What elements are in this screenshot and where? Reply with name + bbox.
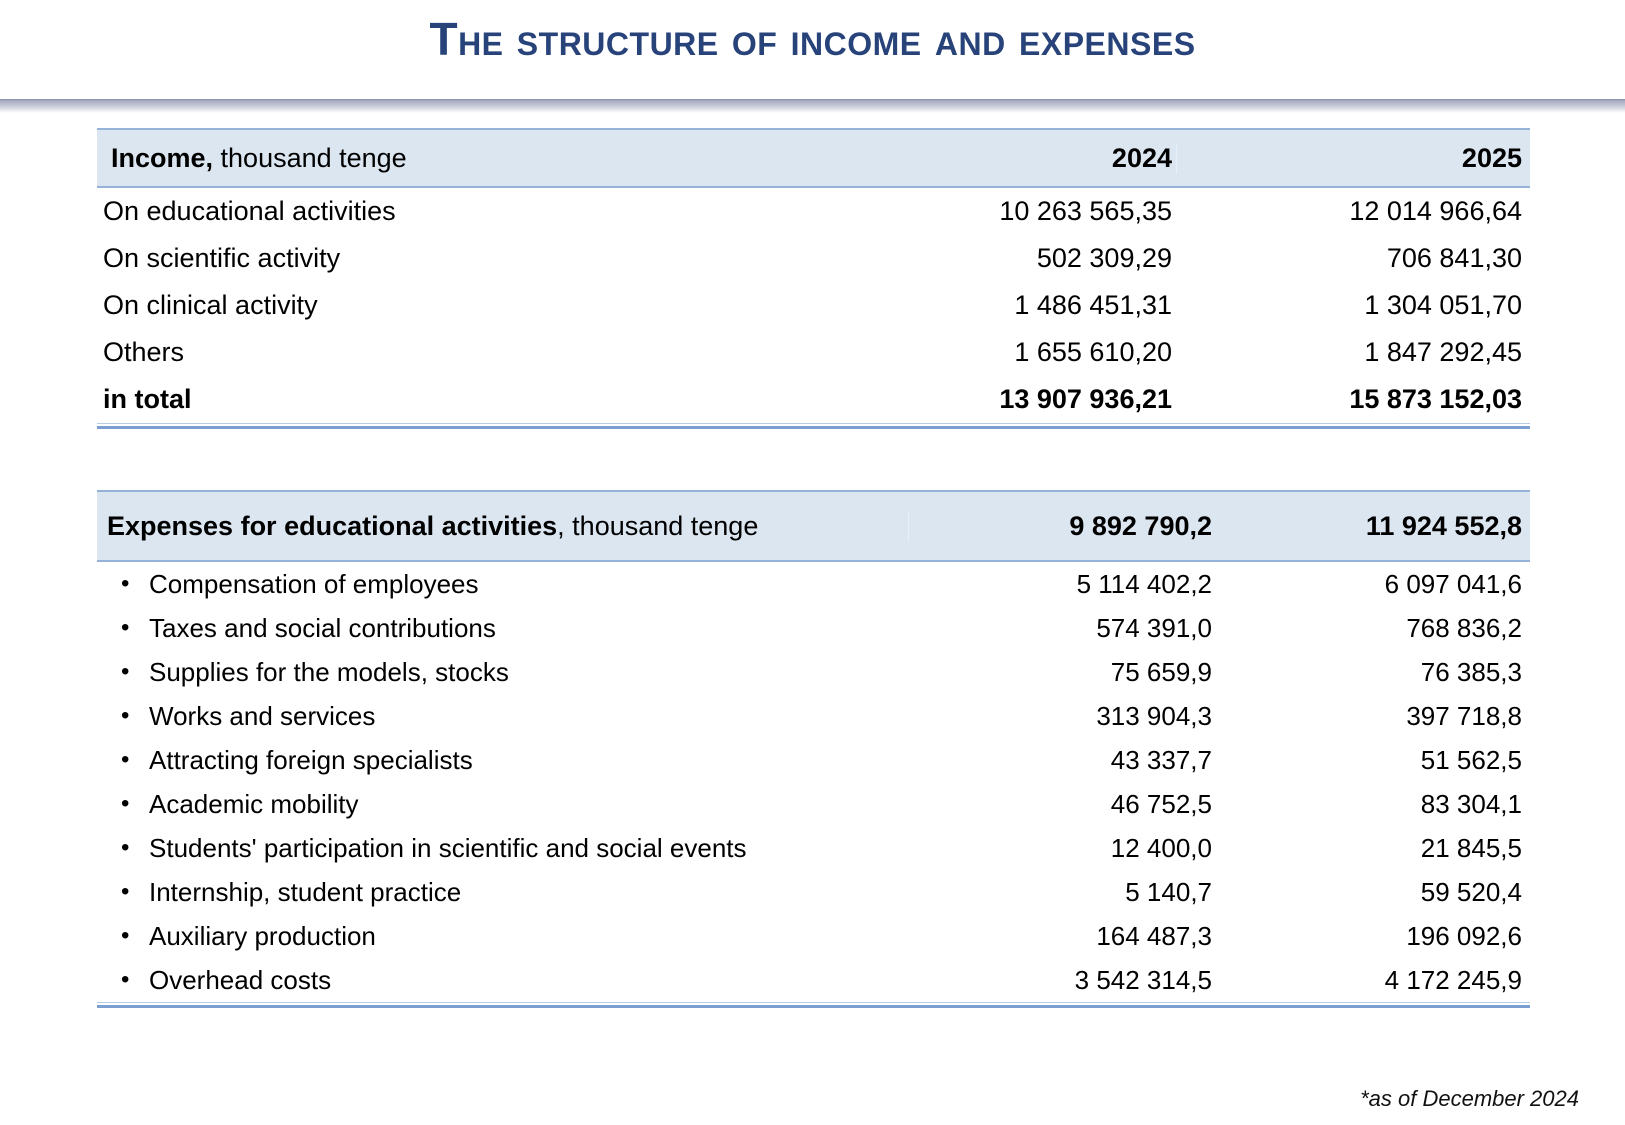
- page-title: The structure of income and expenses: [429, 13, 1196, 65]
- expense-row-value-2025: 6 097 041,6: [1384, 568, 1522, 599]
- expense-row-label: Supplies for the models, stocks: [149, 656, 509, 687]
- expense-row-value-2024: 574 391,0: [1096, 612, 1212, 643]
- expense-row-label: Works and services: [149, 700, 376, 731]
- table-row: Works and services 313 904,3 397 718,8: [97, 694, 1530, 738]
- footnote: *as of December 2024: [1360, 1086, 1579, 1111]
- income-row-value-2024: 1 655 610,20: [1014, 337, 1172, 367]
- bullet-icon: [103, 836, 149, 860]
- expense-row-value-2024: 3 542 314,5: [1074, 964, 1212, 995]
- income-row-label: Others: [103, 337, 185, 367]
- expense-row-value-2025: 196 092,6: [1406, 920, 1522, 951]
- table-row: Students' participation in scientific an…: [97, 826, 1530, 870]
- table-row: Academic mobility 46 752,5 83 304,1: [97, 782, 1530, 826]
- expense-row-value-2024: 5 140,7: [1125, 876, 1212, 907]
- table-row: On educational activities 10 263 565,35 …: [97, 188, 1530, 235]
- expense-row-label: Taxes and social contributions: [149, 612, 496, 643]
- table-row: Auxiliary production 164 487,3 196 092,6: [97, 914, 1530, 958]
- income-row-value-2025: 1 304 051,70: [1364, 290, 1522, 320]
- table-row: Overhead costs 3 542 314,5 4 172 245,9: [97, 958, 1530, 1002]
- expenses-header-total-2025: 11 924 552,8: [1365, 510, 1522, 541]
- title-divider: [0, 99, 1625, 113]
- expense-row-value-2025: 83 304,1: [1420, 788, 1522, 819]
- bullet-icon: [103, 792, 149, 816]
- bullet-icon: [103, 616, 149, 640]
- expenses-table: Expenses for educational activities, tho…: [97, 490, 1530, 1008]
- expense-row-value-2025: 4 172 245,9: [1384, 964, 1522, 995]
- expense-row-value-2024: 5 114 402,2: [1076, 568, 1212, 599]
- income-row-value-2025: 1 847 292,45: [1364, 337, 1522, 367]
- income-total-label: in total: [103, 384, 192, 414]
- income-row-label: On educational activities: [103, 196, 396, 226]
- income-table-header: Income, thousand tenge 2024 2025: [97, 128, 1530, 188]
- expense-row-label: Overhead costs: [149, 964, 332, 995]
- expense-row-label: Compensation of employees: [149, 568, 479, 599]
- table-row: Taxes and social contributions 574 391,0…: [97, 606, 1530, 650]
- expense-row-label: Attracting foreign specialists: [149, 744, 473, 775]
- income-total-value-2025: 15 873 152,03: [1349, 384, 1522, 414]
- bullet-icon: [103, 572, 149, 596]
- income-total-value-2024: 13 907 936,21: [999, 384, 1172, 414]
- bullet-icon: [103, 660, 149, 684]
- expenses-header-label: Expenses for educational activities, tho…: [107, 510, 759, 541]
- bullet-icon: [103, 748, 149, 772]
- table-row: Attracting foreign specialists 43 337,7 …: [97, 738, 1530, 782]
- expense-row-value-2024: 43 337,7: [1110, 744, 1212, 775]
- table-row: Others 1 655 610,20 1 847 292,45: [97, 329, 1530, 376]
- table-row: Compensation of employees 5 114 402,2 6 …: [97, 562, 1530, 606]
- table-row: On scientific activity 502 309,29 706 84…: [97, 235, 1530, 282]
- income-row-value-2024: 502 309,29: [1036, 243, 1172, 273]
- table-row: Internship, student practice 5 140,7 59 …: [97, 870, 1530, 914]
- expense-row-label: Auxiliary production: [149, 920, 376, 951]
- expense-row-value-2024: 313 904,3: [1096, 700, 1212, 731]
- income-row-value-2025: 706 841,30: [1386, 243, 1522, 273]
- income-table-bottom-rule: [97, 423, 1530, 429]
- expenses-table-bottom-rule: [97, 1002, 1530, 1008]
- expense-row-value-2024: 164 487,3: [1096, 920, 1212, 951]
- income-table: Income, thousand tenge 2024 2025 On educ…: [97, 128, 1530, 429]
- table-row: On clinical activity 1 486 451,31 1 304 …: [97, 282, 1530, 329]
- bullet-icon: [103, 880, 149, 904]
- expense-row-value-2024: 12 400,0: [1110, 832, 1212, 863]
- bullet-icon: [103, 968, 149, 992]
- table-row: Supplies for the models, stocks 75 659,9…: [97, 650, 1530, 694]
- expense-row-value-2025: 768 836,2: [1406, 612, 1522, 643]
- bullet-icon: [103, 924, 149, 948]
- income-row-label: On clinical activity: [103, 290, 318, 320]
- expenses-table-header: Expenses for educational activities, tho…: [97, 490, 1530, 562]
- expense-row-value-2025: 397 718,8: [1406, 700, 1522, 731]
- expense-row-value-2025: 21 845,5: [1420, 832, 1522, 863]
- income-header-label: Income, thousand tenge: [111, 142, 407, 173]
- expense-row-label: Internship, student practice: [149, 876, 462, 907]
- expense-row-value-2025: 76 385,3: [1420, 656, 1522, 687]
- income-total-row: in total 13 907 936,21 15 873 152,03: [97, 376, 1530, 423]
- bullet-icon: [103, 704, 149, 728]
- expense-row-value-2024: 75 659,9: [1110, 656, 1212, 687]
- expenses-header-total-2024: 9 892 790,2: [908, 510, 1220, 542]
- expense-row-label: Academic mobility: [149, 788, 359, 819]
- income-row-value-2025: 12 014 966,64: [1349, 196, 1522, 226]
- income-row-label: On scientific activity: [103, 243, 341, 273]
- expense-row-value-2025: 59 520,4: [1420, 876, 1522, 907]
- expense-row-value-2024: 46 752,5: [1110, 788, 1212, 819]
- income-row-value-2024: 10 263 565,35: [999, 196, 1172, 226]
- income-header-year-2024: 2024: [1111, 142, 1172, 173]
- expense-row-value-2025: 51 562,5: [1420, 744, 1522, 775]
- expense-row-label: Students' participation in scientific an…: [149, 832, 747, 863]
- income-row-value-2024: 1 486 451,31: [1014, 290, 1172, 320]
- income-header-year-2025: 2025: [1176, 142, 1530, 174]
